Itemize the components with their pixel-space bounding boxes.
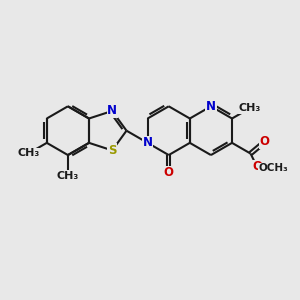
Text: CH₃: CH₃ — [18, 148, 40, 158]
Text: O: O — [164, 167, 174, 179]
Text: O: O — [260, 135, 270, 148]
Text: S: S — [108, 144, 116, 157]
Text: O: O — [252, 160, 262, 173]
Text: N: N — [206, 100, 216, 113]
Text: CH₃: CH₃ — [239, 103, 261, 113]
Text: OCH₃: OCH₃ — [259, 164, 288, 173]
Text: N: N — [107, 104, 117, 118]
Text: N: N — [142, 136, 153, 149]
Text: CH₃: CH₃ — [57, 171, 79, 181]
